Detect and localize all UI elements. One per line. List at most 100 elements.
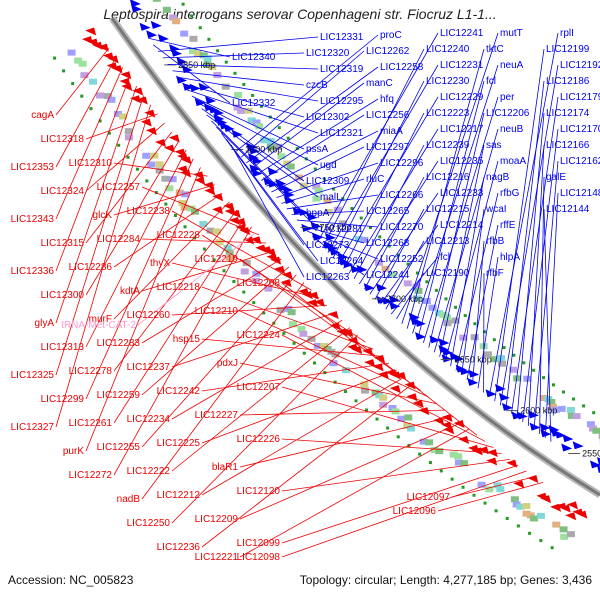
forward-gene-label-lic12174[interactable]: LIC12174 — [546, 108, 590, 119]
reverse-gene-label-lic12096[interactable]: LIC12096 — [393, 506, 437, 517]
forward-gene-label-lic12206[interactable]: LIC12206 — [486, 108, 530, 119]
reverse-gene-label-lic12272[interactable]: LIC12272 — [69, 470, 113, 481]
reverse-gene-label-lic12234[interactable]: LIC12234 — [127, 414, 171, 425]
forward-gene-label-lic12148[interactable]: LIC12148 — [560, 188, 600, 199]
reverse-gene-label-lic12227[interactable]: LIC12227 — [195, 410, 239, 421]
reverse-gene-label-lic12120[interactable]: LIC12120 — [237, 486, 281, 497]
forward-gene-label-per[interactable]: per — [500, 92, 515, 103]
forward-gene-label-lic12270[interactable]: LIC12270 — [380, 222, 424, 233]
reverse-gene-label-lic12325[interactable]: LIC12325 — [11, 370, 55, 381]
reverse-gene-label-lic12257[interactable]: LIC12257 — [97, 182, 141, 193]
forward-gene-label-lic12230[interactable]: LIC12230 — [426, 76, 470, 87]
forward-gene-label-lic12186[interactable]: LIC12186 — [546, 76, 590, 87]
forward-gene-label-lic12241[interactable]: LIC12241 — [440, 28, 484, 39]
reverse-gene-label-purk[interactable]: purK — [63, 446, 84, 457]
reverse-gene-label-lic12218[interactable]: LIC12218 — [157, 282, 201, 293]
forward-gene-label-lic12199[interactable]: LIC12199 — [546, 44, 590, 55]
reverse-gene-label-lic12255[interactable]: LIC12255 — [97, 442, 141, 453]
reverse-gene-label-lic12219[interactable]: LIC12219 — [195, 254, 239, 265]
forward-gene-label-lic12235[interactable]: LIC12235 — [440, 156, 484, 167]
reverse-gene-label-lic12250[interactable]: LIC12250 — [127, 518, 171, 529]
reverse-gene-label-lic12286[interactable]: LIC12286 — [69, 262, 113, 273]
forward-gene-label-lic12281[interactable]: LIC12281 — [320, 224, 364, 235]
reverse-gene-label-lic12327[interactable]: LIC12327 — [11, 422, 55, 433]
reverse-gene-label-lic12284[interactable]: LIC12284 — [97, 234, 141, 245]
reverse-gene-label-pdxj[interactable]: pdxJ — [217, 358, 238, 369]
forward-gene-label-rffe[interactable]: rffE — [500, 220, 516, 231]
forward-gene-label-sas[interactable]: sas — [486, 140, 502, 151]
reverse-gene-label-lic12210[interactable]: LIC12210 — [195, 306, 239, 317]
forward-gene-label-rpli[interactable]: rplI — [560, 28, 574, 39]
reverse-gene-label-lic12343[interactable]: LIC12343 — [11, 214, 55, 225]
forward-gene-label-lic12302[interactable]: LIC12302 — [306, 112, 350, 123]
reverse-gene-label-lic12324[interactable]: LIC12324 — [41, 186, 85, 197]
forward-gene-label-miaa[interactable]: miaA — [380, 126, 403, 137]
forward-gene-label-lic12166[interactable]: LIC12166 — [546, 140, 590, 151]
forward-gene-label-lic12252[interactable]: LIC12252 — [380, 254, 424, 265]
forward-gene-label-lic12223[interactable]: LIC12223 — [426, 108, 470, 119]
reverse-gene-label-lic12353[interactable]: LIC12353 — [11, 162, 55, 173]
forward-gene-label-lic12190[interactable]: LIC12190 — [426, 268, 470, 279]
reverse-gene-label-lic12221[interactable]: LIC12221 — [195, 552, 239, 563]
reverse-gene-label-lic12242[interactable]: LIC12242 — [157, 386, 201, 397]
forward-gene-label-manc[interactable]: manC — [366, 78, 393, 89]
forward-gene-label-mall[interactable]: malL — [320, 192, 342, 203]
reverse-gene-label-lic12207[interactable]: LIC12207 — [237, 382, 281, 393]
reverse-gene-label-kdta[interactable]: kdtA — [120, 286, 140, 297]
reverse-gene-label-lic12224[interactable]: LIC12224 — [237, 330, 281, 341]
reverse-gene-label-glya[interactable]: glyA — [35, 318, 55, 329]
forward-gene-label-lic12214[interactable]: LIC12214 — [440, 220, 484, 231]
forward-gene-label-lic12215[interactable]: LIC12215 — [426, 204, 470, 215]
forward-gene-label-lic12170[interactable]: LIC12170 — [560, 124, 600, 135]
reverse-gene-label-nadb[interactable]: nadB — [117, 494, 141, 505]
reverse-gene-label-lic12300[interactable]: LIC12300 — [41, 290, 85, 301]
reverse-gene-label-lic12212[interactable]: LIC12212 — [157, 490, 201, 501]
reverse-gene-label-lic12299[interactable]: LIC12299 — [41, 394, 85, 405]
reverse-gene-label-lic12237[interactable]: LIC12237 — [127, 362, 171, 373]
reverse-gene-label-lic12261[interactable]: LIC12261 — [69, 418, 113, 429]
reverse-gene-label-lic12225[interactable]: LIC12225 — [157, 438, 201, 449]
forward-gene-label-lic12268[interactable]: LIC12268 — [366, 238, 410, 249]
forward-gene-label-lic12296[interactable]: LIC12296 — [380, 158, 424, 169]
reverse-gene-label-lic12318[interactable]: LIC12318 — [41, 134, 85, 145]
forward-gene-label-lic12309[interactable]: LIC12309 — [306, 176, 350, 187]
reverse-gene-label-lic12259[interactable]: LIC12259 — [97, 390, 141, 401]
forward-gene-label-lic12273[interactable]: LIC12273 — [306, 240, 350, 251]
reverse-gene-label-lic12238[interactable]: LIC12238 — [127, 206, 171, 217]
forward-gene-label-fcl[interactable]: fcl — [486, 76, 496, 87]
reverse-gene-label-murf[interactable]: murF — [89, 314, 112, 325]
forward-gene-label-lic12258[interactable]: LIC12258 — [380, 62, 424, 73]
forward-gene-label-hlpa[interactable]: hlpA — [500, 252, 520, 263]
forward-gene-label-nagb[interactable]: nagB — [486, 172, 510, 183]
forward-gene-label-rluc[interactable]: rluC — [366, 174, 384, 185]
forward-gene-label-lic12263[interactable]: LIC12263 — [306, 272, 350, 283]
forward-gene-label-rfbb[interactable]: rfbB — [486, 236, 505, 247]
forward-gene-label-lic12256[interactable]: LIC12256 — [366, 110, 410, 121]
forward-gene-label-lic12192[interactable]: LIC12192 — [560, 60, 600, 71]
forward-gene-label-fcl[interactable]: fcl — [440, 252, 450, 263]
reverse-gene-label-lic12283[interactable]: LIC12283 — [97, 338, 141, 349]
reverse-gene-label-lic12226[interactable]: LIC12226 — [237, 434, 281, 445]
forward-gene-label-mutt[interactable]: mutT — [500, 28, 523, 39]
forward-gene-label-neua[interactable]: neuA — [500, 60, 524, 71]
forward-gene-label-lic12144[interactable]: LIC12144 — [546, 204, 590, 215]
reverse-gene-label-lic12260[interactable]: LIC12260 — [127, 310, 171, 321]
forward-gene-label-gale[interactable]: galE — [546, 172, 566, 183]
forward-gene-label-hppa[interactable]: hppA — [306, 208, 330, 219]
reverse-gene-label-lic12209[interactable]: LIC12209 — [195, 514, 239, 525]
reverse-gene-label-lic12310[interactable]: LIC12310 — [69, 158, 113, 169]
forward-gene-label-lic12239[interactable]: LIC12239 — [426, 140, 470, 151]
forward-gene-label-lic12264[interactable]: LIC12264 — [320, 256, 364, 267]
reverse-gene-label-thyx[interactable]: thyX — [150, 258, 170, 269]
forward-gene-label-lic12217[interactable]: LIC12217 — [440, 124, 484, 135]
forward-gene-label-lic12331[interactable]: LIC12331 — [320, 32, 364, 43]
forward-gene-label-lic12216[interactable]: LIC12216 — [426, 172, 470, 183]
forward-gene-label-lic12332[interactable]: LIC12332 — [232, 98, 276, 109]
reverse-gene-label-lic12228[interactable]: LIC12228 — [157, 230, 201, 241]
forward-gene-label-proc[interactable]: proC — [380, 30, 402, 41]
forward-gene-label-lic12213[interactable]: LIC12213 — [426, 236, 470, 247]
forward-gene-label-lic12179[interactable]: LIC12179 — [560, 92, 600, 103]
forward-gene-label-tktc[interactable]: tktC — [486, 44, 504, 55]
forward-gene-label-lic12244[interactable]: LIC12244 — [366, 270, 410, 281]
reverse-gene-label-lic12208[interactable]: LIC12208 — [237, 278, 281, 289]
